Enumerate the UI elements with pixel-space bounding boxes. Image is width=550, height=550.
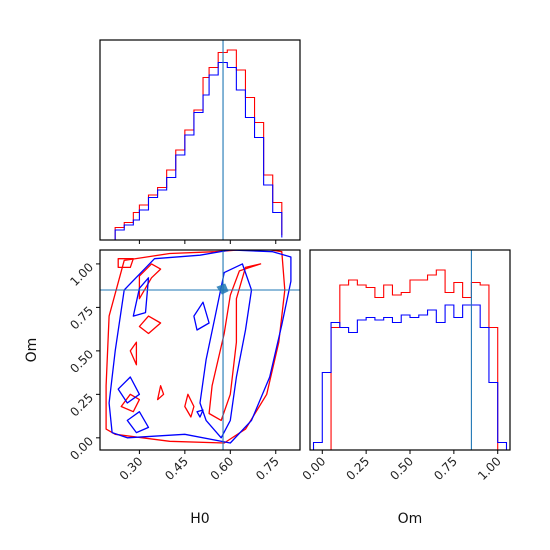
axes-frame (99, 249, 301, 451)
h0-histogram-panel (99, 39, 301, 244)
om-histogram-panel: 0.00 0.25 0.50 0.75 1.00 Om (300, 249, 511, 527)
contour-blue (108, 250, 292, 444)
x-tick-label: 0.30 (117, 454, 146, 483)
contour-blue (126, 411, 150, 434)
contour-red (208, 263, 262, 422)
x-tick-label: 0.00 (300, 454, 329, 483)
contour-red (117, 258, 134, 269)
x-tick-label: 0.50 (387, 454, 416, 483)
contour-red (156, 385, 165, 401)
x-tick-label: 0.60 (208, 454, 237, 483)
histogram-step-blue (114, 61, 283, 240)
histogram-step-red (114, 49, 283, 240)
x-axis-label: Om (398, 511, 423, 527)
x-tick-label: 1.00 (475, 454, 504, 483)
contour-layer (105, 250, 292, 444)
y-tick-label: 0.00 (67, 434, 96, 463)
y-tick-label: 1.00 (67, 260, 96, 289)
contour-blue (117, 376, 141, 404)
histogram-step-red (313, 269, 507, 451)
x-tick-label: 0.75 (431, 454, 460, 483)
contour-blue (199, 263, 253, 439)
contour-red (105, 250, 286, 444)
axes-frame (99, 39, 301, 241)
contour-blue (193, 301, 210, 331)
contour-red (129, 341, 138, 366)
contour-red (120, 393, 141, 413)
x-tick-label: 0.45 (162, 454, 191, 483)
contour-red (184, 393, 195, 418)
contour-red (138, 263, 162, 300)
y-tick-label: 0.25 (67, 391, 96, 420)
histogram-step-blue (312, 304, 508, 450)
contour-red (138, 315, 162, 335)
h0-om-contour-panel: 0.30 0.45 0.60 0.75 0.00 0.25 0.50 0.75 1.00 H0 Om (24, 249, 301, 527)
x-tick-label: 0.25 (343, 454, 372, 483)
contour-blue (196, 409, 204, 418)
contour-blue (132, 277, 150, 317)
y-tick-label: 0.75 (67, 304, 96, 333)
y-tick-label: 0.50 (67, 347, 96, 376)
y-axis-label: Om (24, 338, 40, 363)
x-tick-label: 0.75 (253, 454, 282, 483)
truth-marker (216, 283, 229, 295)
x-axis-label: H0 (190, 511, 209, 527)
